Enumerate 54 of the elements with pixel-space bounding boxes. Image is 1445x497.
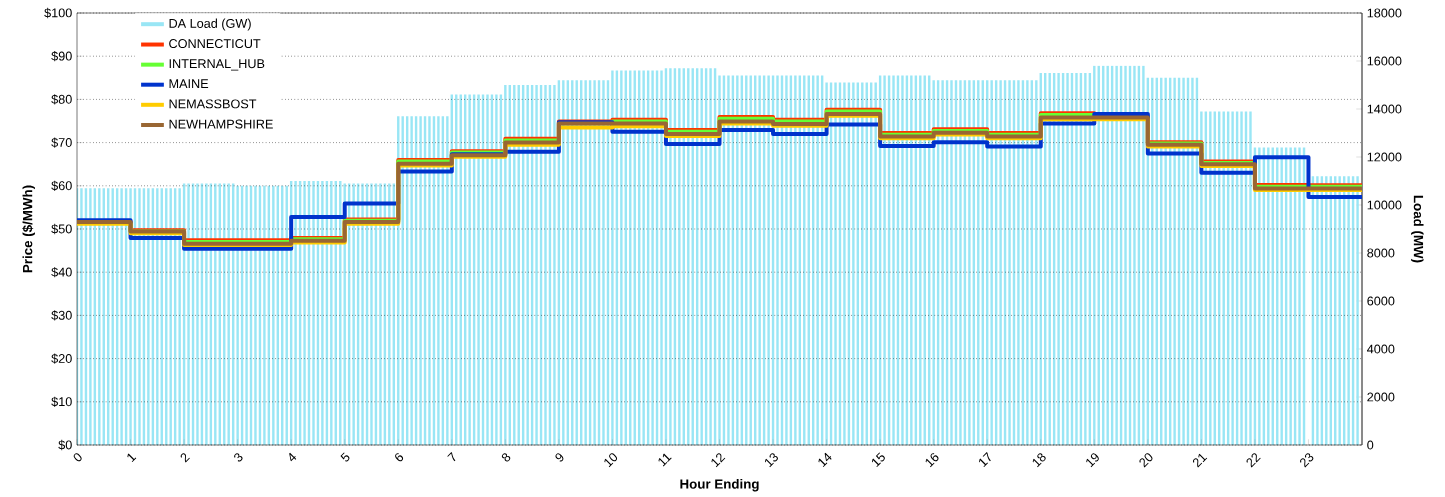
- y2-tick-label: 6000: [1367, 296, 1395, 306]
- y2-tick-label: 18000: [1367, 8, 1402, 18]
- x-tick-label: 23: [1300, 453, 1314, 468]
- legend-label: NEMASSBOST: [169, 99, 257, 109]
- y2-tick-label: 0: [1367, 440, 1374, 450]
- x-tick-label: 3: [234, 453, 243, 462]
- legend-label: NEWHAMPSHIRE: [169, 119, 273, 129]
- y-tick-label: $0: [58, 439, 72, 451]
- y-tick-label: $40: [51, 267, 72, 278]
- y2-tick-label: 2000: [1367, 392, 1395, 402]
- y-tick-label: $20: [51, 353, 72, 364]
- x-tick-label: 19: [1086, 453, 1099, 468]
- y2-axis-title: Load (MW): [1411, 195, 1424, 263]
- x-tick-label: 13: [765, 453, 778, 468]
- x-tick-label: 16: [925, 453, 939, 468]
- y2-tick-label: 4000: [1367, 344, 1395, 354]
- legend-label: DA Load (GW): [169, 18, 251, 31]
- legend-label: CONNECTICUT: [169, 39, 261, 49]
- x-tick-label: 6: [395, 453, 404, 462]
- y-tick-label: $70: [51, 137, 72, 148]
- x-tick-label: 2: [180, 453, 190, 463]
- y-axis-title: Price ($/MWh): [22, 185, 35, 273]
- x-tick-label: 9: [555, 453, 564, 462]
- y-tick-label: $10: [51, 396, 72, 407]
- legend-label: INTERNAL_HUB: [169, 59, 265, 71]
- x-tick-label: 14: [818, 452, 832, 468]
- x-tick-label: 15: [872, 452, 885, 468]
- y-tick-label: $100: [44, 7, 72, 19]
- x-tick-label: 8: [501, 453, 511, 462]
- x-tick-label: 21: [1192, 453, 1208, 468]
- x-tick-label: 5: [340, 452, 350, 462]
- y2-tick-label: 8000: [1367, 248, 1395, 258]
- y-tick-label: $30: [51, 310, 72, 321]
- y2-tick-label: 14000: [1367, 104, 1402, 114]
- y2-tick-label: 10000: [1367, 200, 1402, 210]
- y-tick-label: $60: [51, 180, 72, 191]
- y2-tick-label: 12000: [1367, 152, 1402, 162]
- x-tick-label: 4: [289, 452, 297, 462]
- x-tick-label: 20: [1139, 453, 1153, 468]
- y-tick-label: $80: [51, 94, 72, 105]
- x-tick-label: 12: [711, 453, 726, 468]
- x-tick-label: 22: [1246, 453, 1261, 468]
- x-tick-label: 11: [658, 453, 672, 467]
- x-tick-label: 0: [73, 453, 82, 462]
- x-tick-label: 18: [1032, 453, 1046, 468]
- x-tick-label: 17: [979, 452, 991, 468]
- x-axis-title: Hour Ending: [680, 478, 759, 492]
- y-tick-label: $50: [51, 223, 72, 235]
- y-tick-label: $90: [51, 51, 72, 62]
- x-tick-label: 10: [604, 453, 618, 468]
- x-tick-label: 7: [447, 452, 456, 462]
- x-tick-label: 1: [127, 453, 137, 463]
- legend-label: MAINE: [169, 79, 209, 89]
- y2-tick-label: 16000: [1367, 56, 1402, 66]
